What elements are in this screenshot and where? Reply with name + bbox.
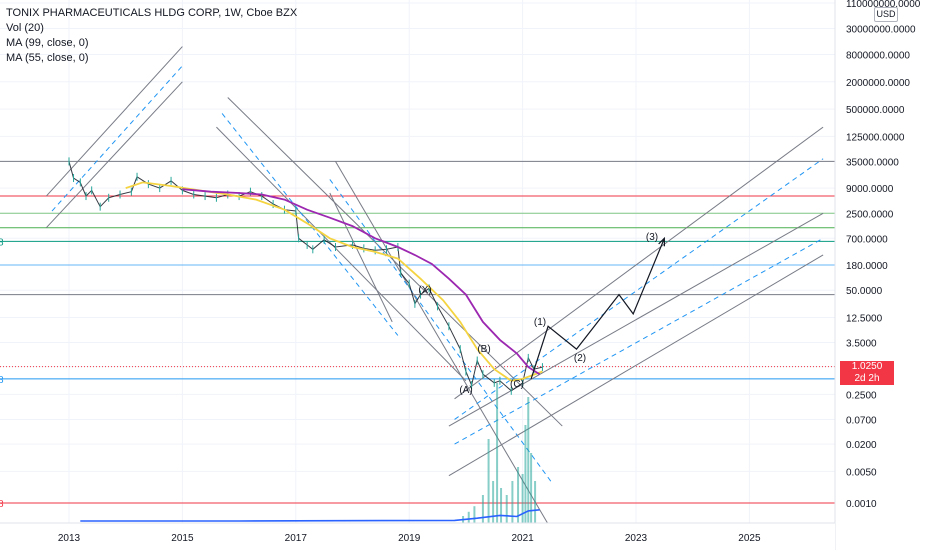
elliott-projection-line — [530, 238, 665, 380]
channel-line — [216, 126, 467, 382]
volume-bar — [500, 488, 503, 523]
time-tick-label: 2017 — [285, 533, 308, 544]
volume-bar — [487, 439, 490, 523]
price-tick-label: 2000000.0000 — [846, 78, 910, 89]
volume-bar — [496, 383, 499, 523]
price-tick-label: 8000000.0000 — [846, 51, 910, 62]
time-tick-label: 2021 — [511, 533, 534, 544]
price-tick-label: 0.0700 — [846, 415, 877, 426]
volume-ma-line — [80, 509, 540, 522]
price-tick-label: 700.0000 — [846, 234, 888, 245]
price-tick-label: 9000.0000 — [846, 184, 894, 195]
time-tick-label: 2013 — [58, 533, 81, 544]
wave-label: (C) — [510, 379, 524, 390]
ma99-line — [182, 188, 541, 375]
channel-line — [329, 192, 393, 323]
currency-button[interactable]: USD — [874, 7, 898, 22]
volume-bar — [481, 495, 484, 523]
volume-bar — [492, 481, 495, 523]
volume-bar — [524, 425, 527, 523]
volume-bar — [534, 481, 537, 523]
price-tick-label: 500000.0000 — [846, 105, 905, 116]
channel-line — [227, 97, 563, 427]
chart-legend: TONIX PHARMACEUTICALS HLDG CORP, 1W, Cbo… — [6, 6, 297, 66]
last-price-badge: 1.0250 — [840, 360, 894, 373]
volume-bar — [473, 506, 476, 523]
wave-label: (1) — [534, 317, 546, 328]
channel-median-line — [221, 113, 399, 336]
level-edge-label: 8 — [0, 375, 4, 386]
price-tick-label: 110000000.0000 — [846, 0, 921, 10]
time-tick-label: 2019 — [398, 533, 421, 544]
projection-arrowhead — [658, 236, 666, 247]
volume-bar — [521, 474, 524, 523]
price-tick-label: 0.0050 — [846, 467, 877, 478]
channel-line — [448, 254, 824, 477]
volume-bar — [511, 481, 514, 523]
time-tick-label: 2025 — [738, 533, 761, 544]
price-tick-label: 50.0000 — [846, 286, 883, 297]
level-edge-label: 8 — [0, 237, 4, 248]
channel-line — [45, 81, 183, 229]
price-tick-label: 0.0010 — [846, 499, 877, 510]
volume-bar — [530, 453, 533, 523]
time-tick-label: 2023 — [625, 533, 648, 544]
wave-label: (X) — [418, 285, 431, 296]
channel-median-line — [454, 158, 824, 420]
level-edge-label: 8 — [0, 499, 4, 510]
time-tick-label: 2015 — [171, 533, 194, 544]
price-axis-panel — [835, 0, 932, 550]
price-tick-label: 2500.0000 — [846, 209, 894, 220]
volume-bar — [467, 511, 470, 523]
price-tick-label: 12.5000 — [846, 313, 883, 324]
volume-bar — [527, 397, 530, 523]
volume-bar — [517, 467, 520, 523]
price-tick-label: 0.0200 — [846, 440, 877, 451]
channel-median-line — [454, 237, 824, 445]
volume-bar — [505, 495, 508, 523]
wave-label: (A) — [459, 385, 472, 396]
time-axis-panel — [0, 523, 835, 550]
channel-line — [45, 46, 183, 197]
ma55-indicator-label[interactable]: MA (55, close, 0) — [6, 52, 89, 64]
price-tick-label: 30000000.0000 — [846, 25, 916, 36]
price-tick-label: 0.2500 — [846, 390, 877, 401]
price-tick-label: 125000.0000 — [846, 132, 905, 143]
vol-indicator-label[interactable]: Vol (20) — [6, 22, 44, 34]
wave-label: (B) — [477, 344, 490, 355]
wave-label: (2) — [574, 353, 586, 364]
price-tick-label: 35000.0000 — [846, 157, 899, 168]
symbol-title[interactable]: TONIX PHARMACEUTICALS HLDG CORP, 1W, Cbo… — [6, 7, 298, 19]
channel-median-line — [51, 65, 183, 212]
wave-label: (3) — [646, 232, 658, 243]
bar-countdown-badge: 2d 2h — [840, 372, 894, 385]
price-tick-label: 180.0000 — [846, 261, 888, 272]
ma99-indicator-label[interactable]: MA (99, close, 0) — [6, 37, 89, 49]
price-tick-label: 3.5000 — [846, 339, 877, 350]
